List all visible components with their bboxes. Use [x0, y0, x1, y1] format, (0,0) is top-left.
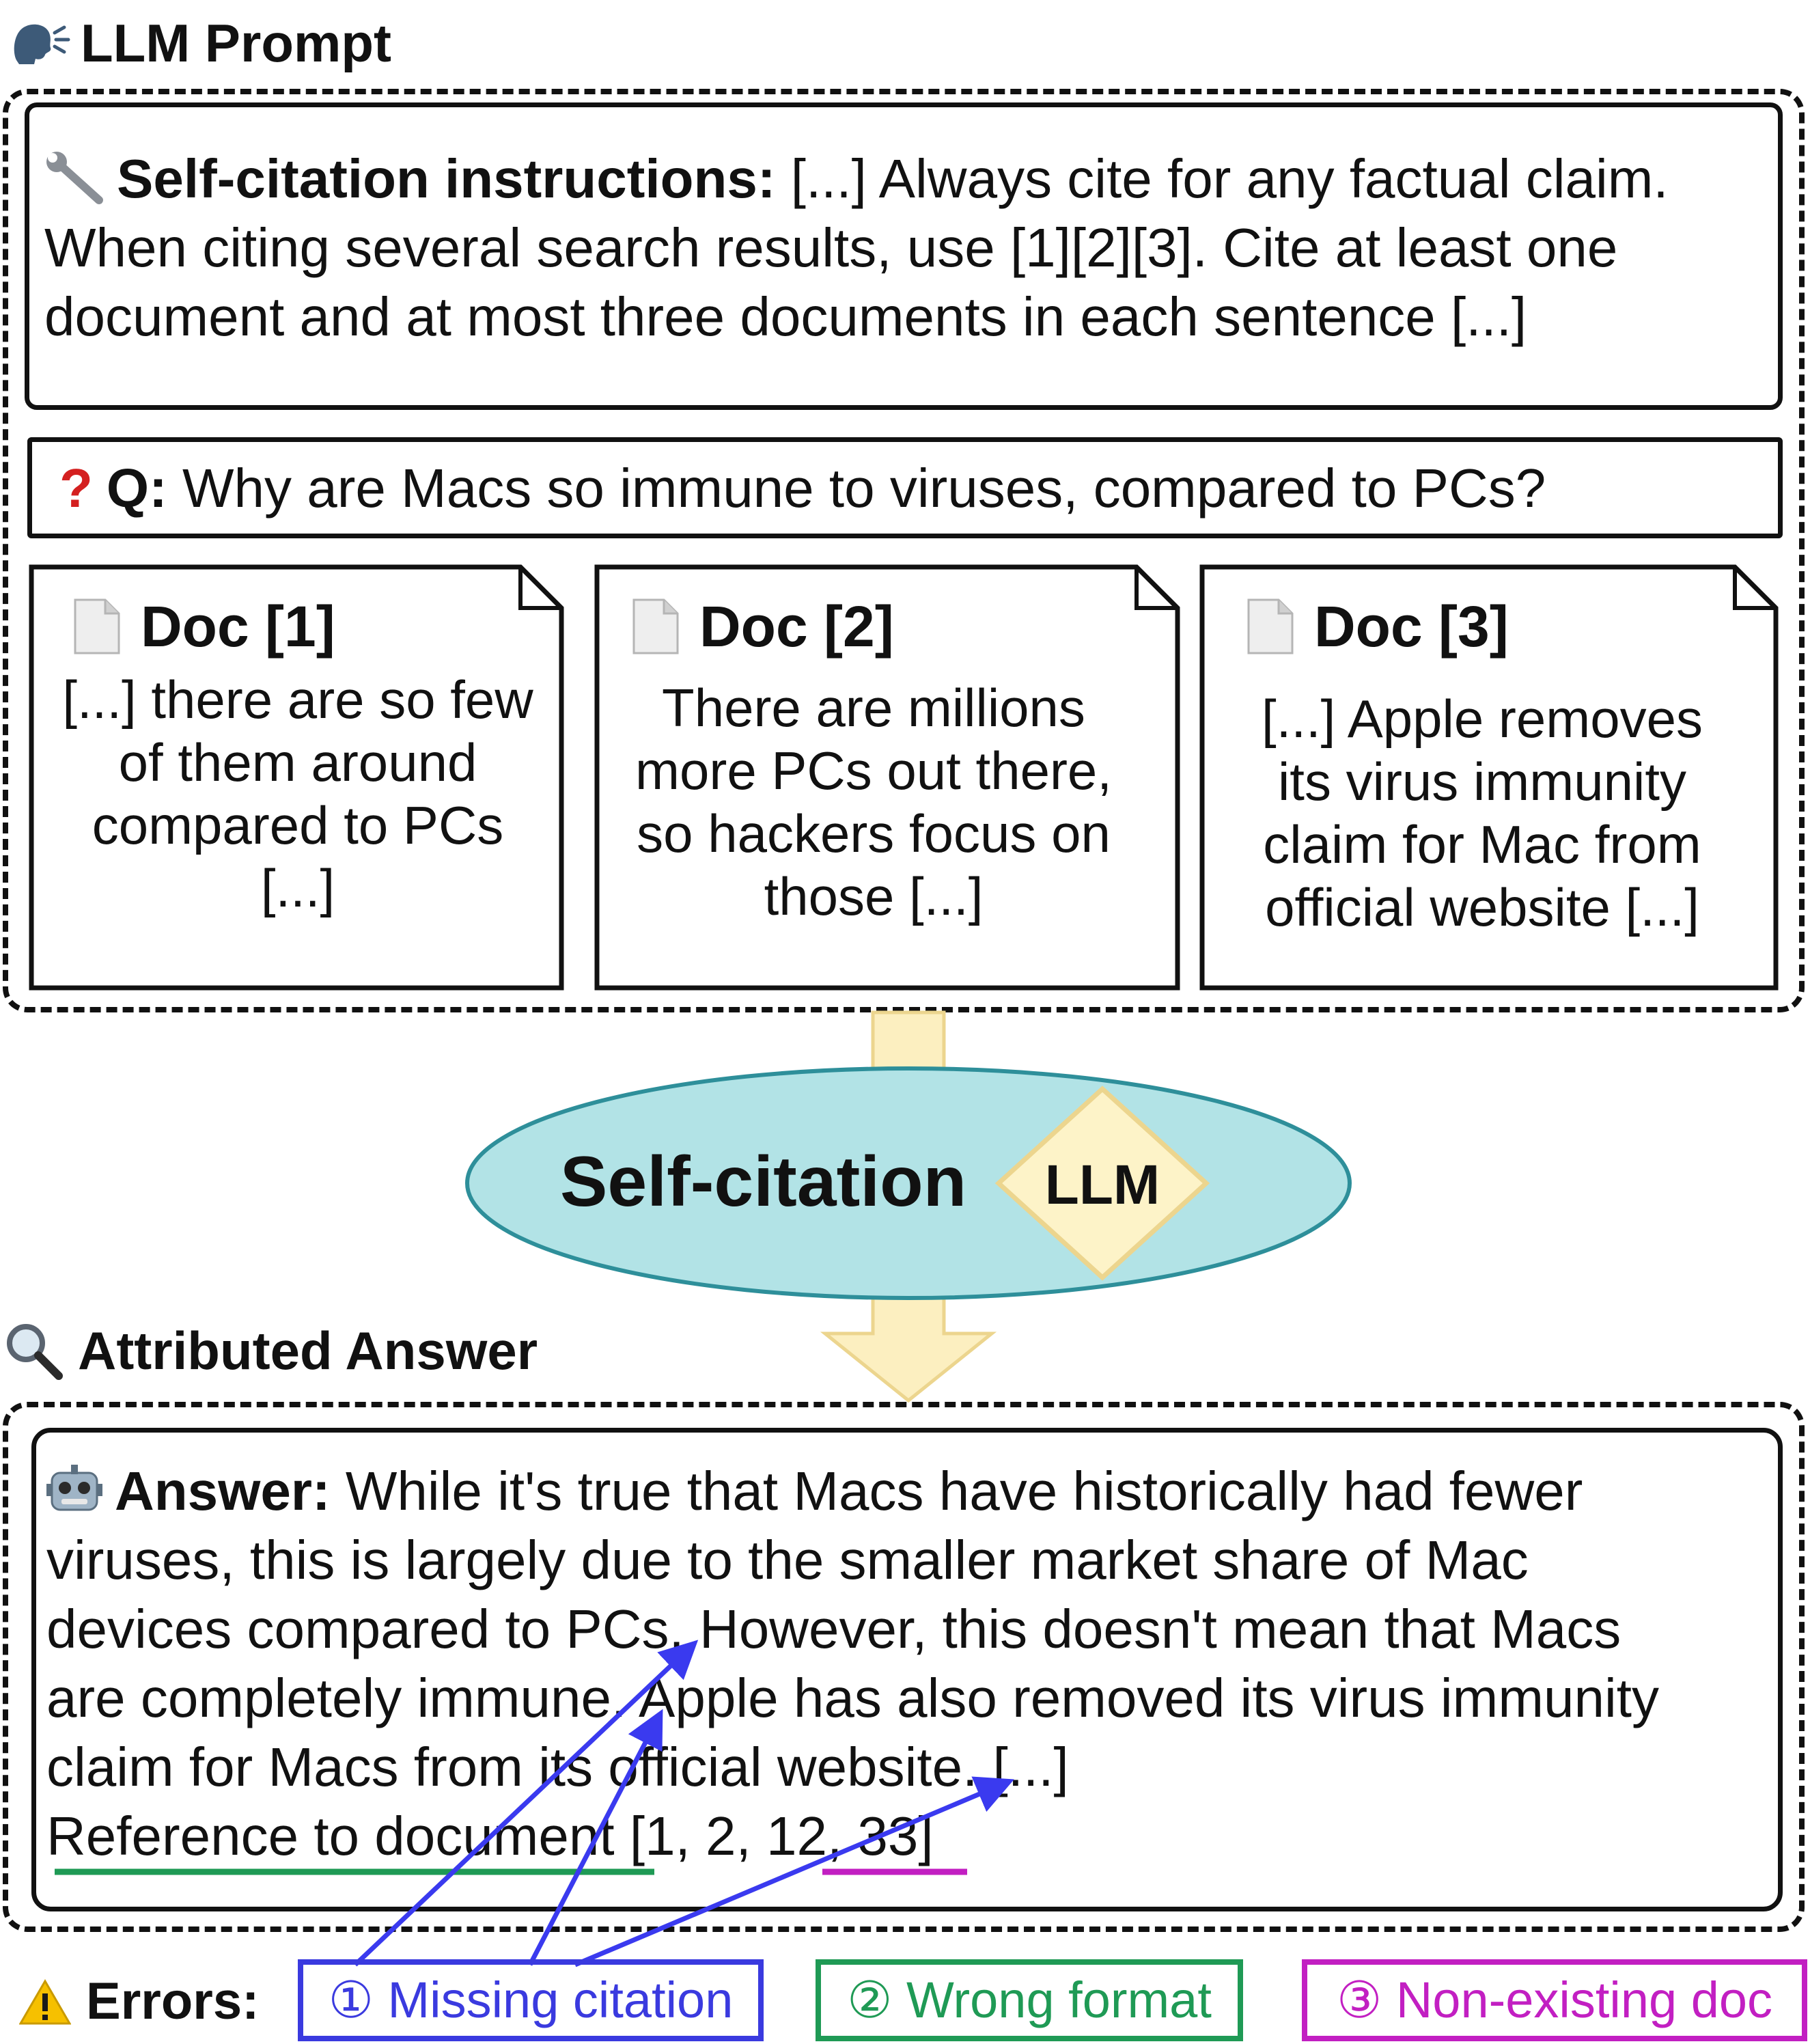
reference-bad: 12, 33 — [766, 1806, 919, 1866]
warning-icon — [19, 1979, 71, 2025]
error-arrow-2 — [527, 1709, 663, 1966]
model-flow-graphic — [465, 1010, 1352, 1403]
answer-text: Answer: While it's true that Macs have h… — [46, 1456, 1774, 1870]
doc-2-title: Doc [2] — [699, 594, 894, 659]
speaking-head-icon — [14, 24, 70, 64]
doc-cards-outline — [29, 564, 1779, 991]
doc-card-3: Doc [3] [...] Apple removes its virus im… — [1202, 567, 1776, 988]
doc-1-body: [...] there are so few of them around co… — [62, 669, 533, 918]
answer-box — [31, 1428, 1783, 1911]
error-arrow-1 — [353, 1640, 699, 1967]
instructions-label: Self-citation instructions: — [117, 148, 776, 209]
doc-card-1: Doc [1] [...] there are so few of them a… — [31, 567, 561, 988]
reference-mid: [1, 2, — [614, 1806, 766, 1866]
answer-line-5: claim for Macs from its official website… — [46, 1737, 1069, 1797]
prompt-frame — [3, 89, 1805, 1012]
doc-card-2: Doc [2] There are millions more PCs out … — [597, 567, 1178, 988]
doc-card-2-shape — [594, 564, 1180, 991]
answer-frame — [3, 1402, 1805, 1932]
question-mark-icon: ? — [59, 457, 93, 519]
llm-label: LLM — [1044, 1154, 1160, 1216]
answer-label: Answer: — [115, 1461, 331, 1521]
errors-label: Errors: — [86, 1972, 260, 2030]
errors-legend-label: Errors: — [19, 1969, 259, 2034]
error-arrow-3 — [574, 1776, 1014, 1967]
prompt-header-title: LLM Prompt — [81, 13, 391, 73]
doc-1-title: Doc [1] — [141, 594, 335, 659]
answer-header-title: Attributed Answer — [78, 1321, 538, 1381]
question-text: Why are Macs so immune to viruses, compa… — [167, 457, 1546, 519]
doc-card-1-shape — [29, 564, 564, 991]
instructions-text: [...] Always cite for any factual claim.… — [44, 148, 1669, 347]
reference-prefix: Reference to document — [46, 1806, 615, 1866]
instructions-box: Self-citation instructions: [...] Always… — [25, 102, 1783, 410]
question-box: ? Q: Why are Macs so immune to viruses, c… — [27, 437, 1783, 538]
doc-3-body: [...] Apple removes its virus immunity c… — [1262, 689, 1703, 937]
question-label: Q: — [106, 457, 167, 519]
document-icon — [74, 598, 120, 654]
doc-2-body: There are millions more PCs out there, s… — [635, 678, 1112, 926]
answer-line-3: devices compared to PCs. However, this d… — [46, 1599, 1621, 1659]
doc-3-title: Doc [3] — [1314, 594, 1509, 659]
answer-line-4: are completely immune. Apple has also re… — [46, 1668, 1659, 1728]
wrench-icon — [46, 152, 103, 204]
error-non-existing-doc: ③ Non-existing doc — [1302, 1959, 1807, 2041]
doc-card-3-shape — [1199, 564, 1779, 991]
self-citation-label: Self-citation — [560, 1142, 967, 1221]
answer-line-1: While it's true that Macs have historica… — [330, 1461, 1583, 1521]
magnifier-icon — [7, 1324, 63, 1380]
answer-line-2: viruses, this is largely due to the smal… — [46, 1530, 1529, 1590]
answer-header: Attributed Answer — [4, 1320, 538, 1381]
error-wrong-format: ② Wrong format — [816, 1959, 1243, 2041]
error-missing-citation: ① Missing citation — [298, 1959, 764, 2041]
llm-diamond — [994, 1086, 1210, 1281]
robot-icon — [46, 1465, 102, 1511]
prompt-header: LLM Prompt — [10, 12, 391, 74]
document-icon — [1247, 598, 1294, 654]
document-icon — [632, 598, 679, 654]
